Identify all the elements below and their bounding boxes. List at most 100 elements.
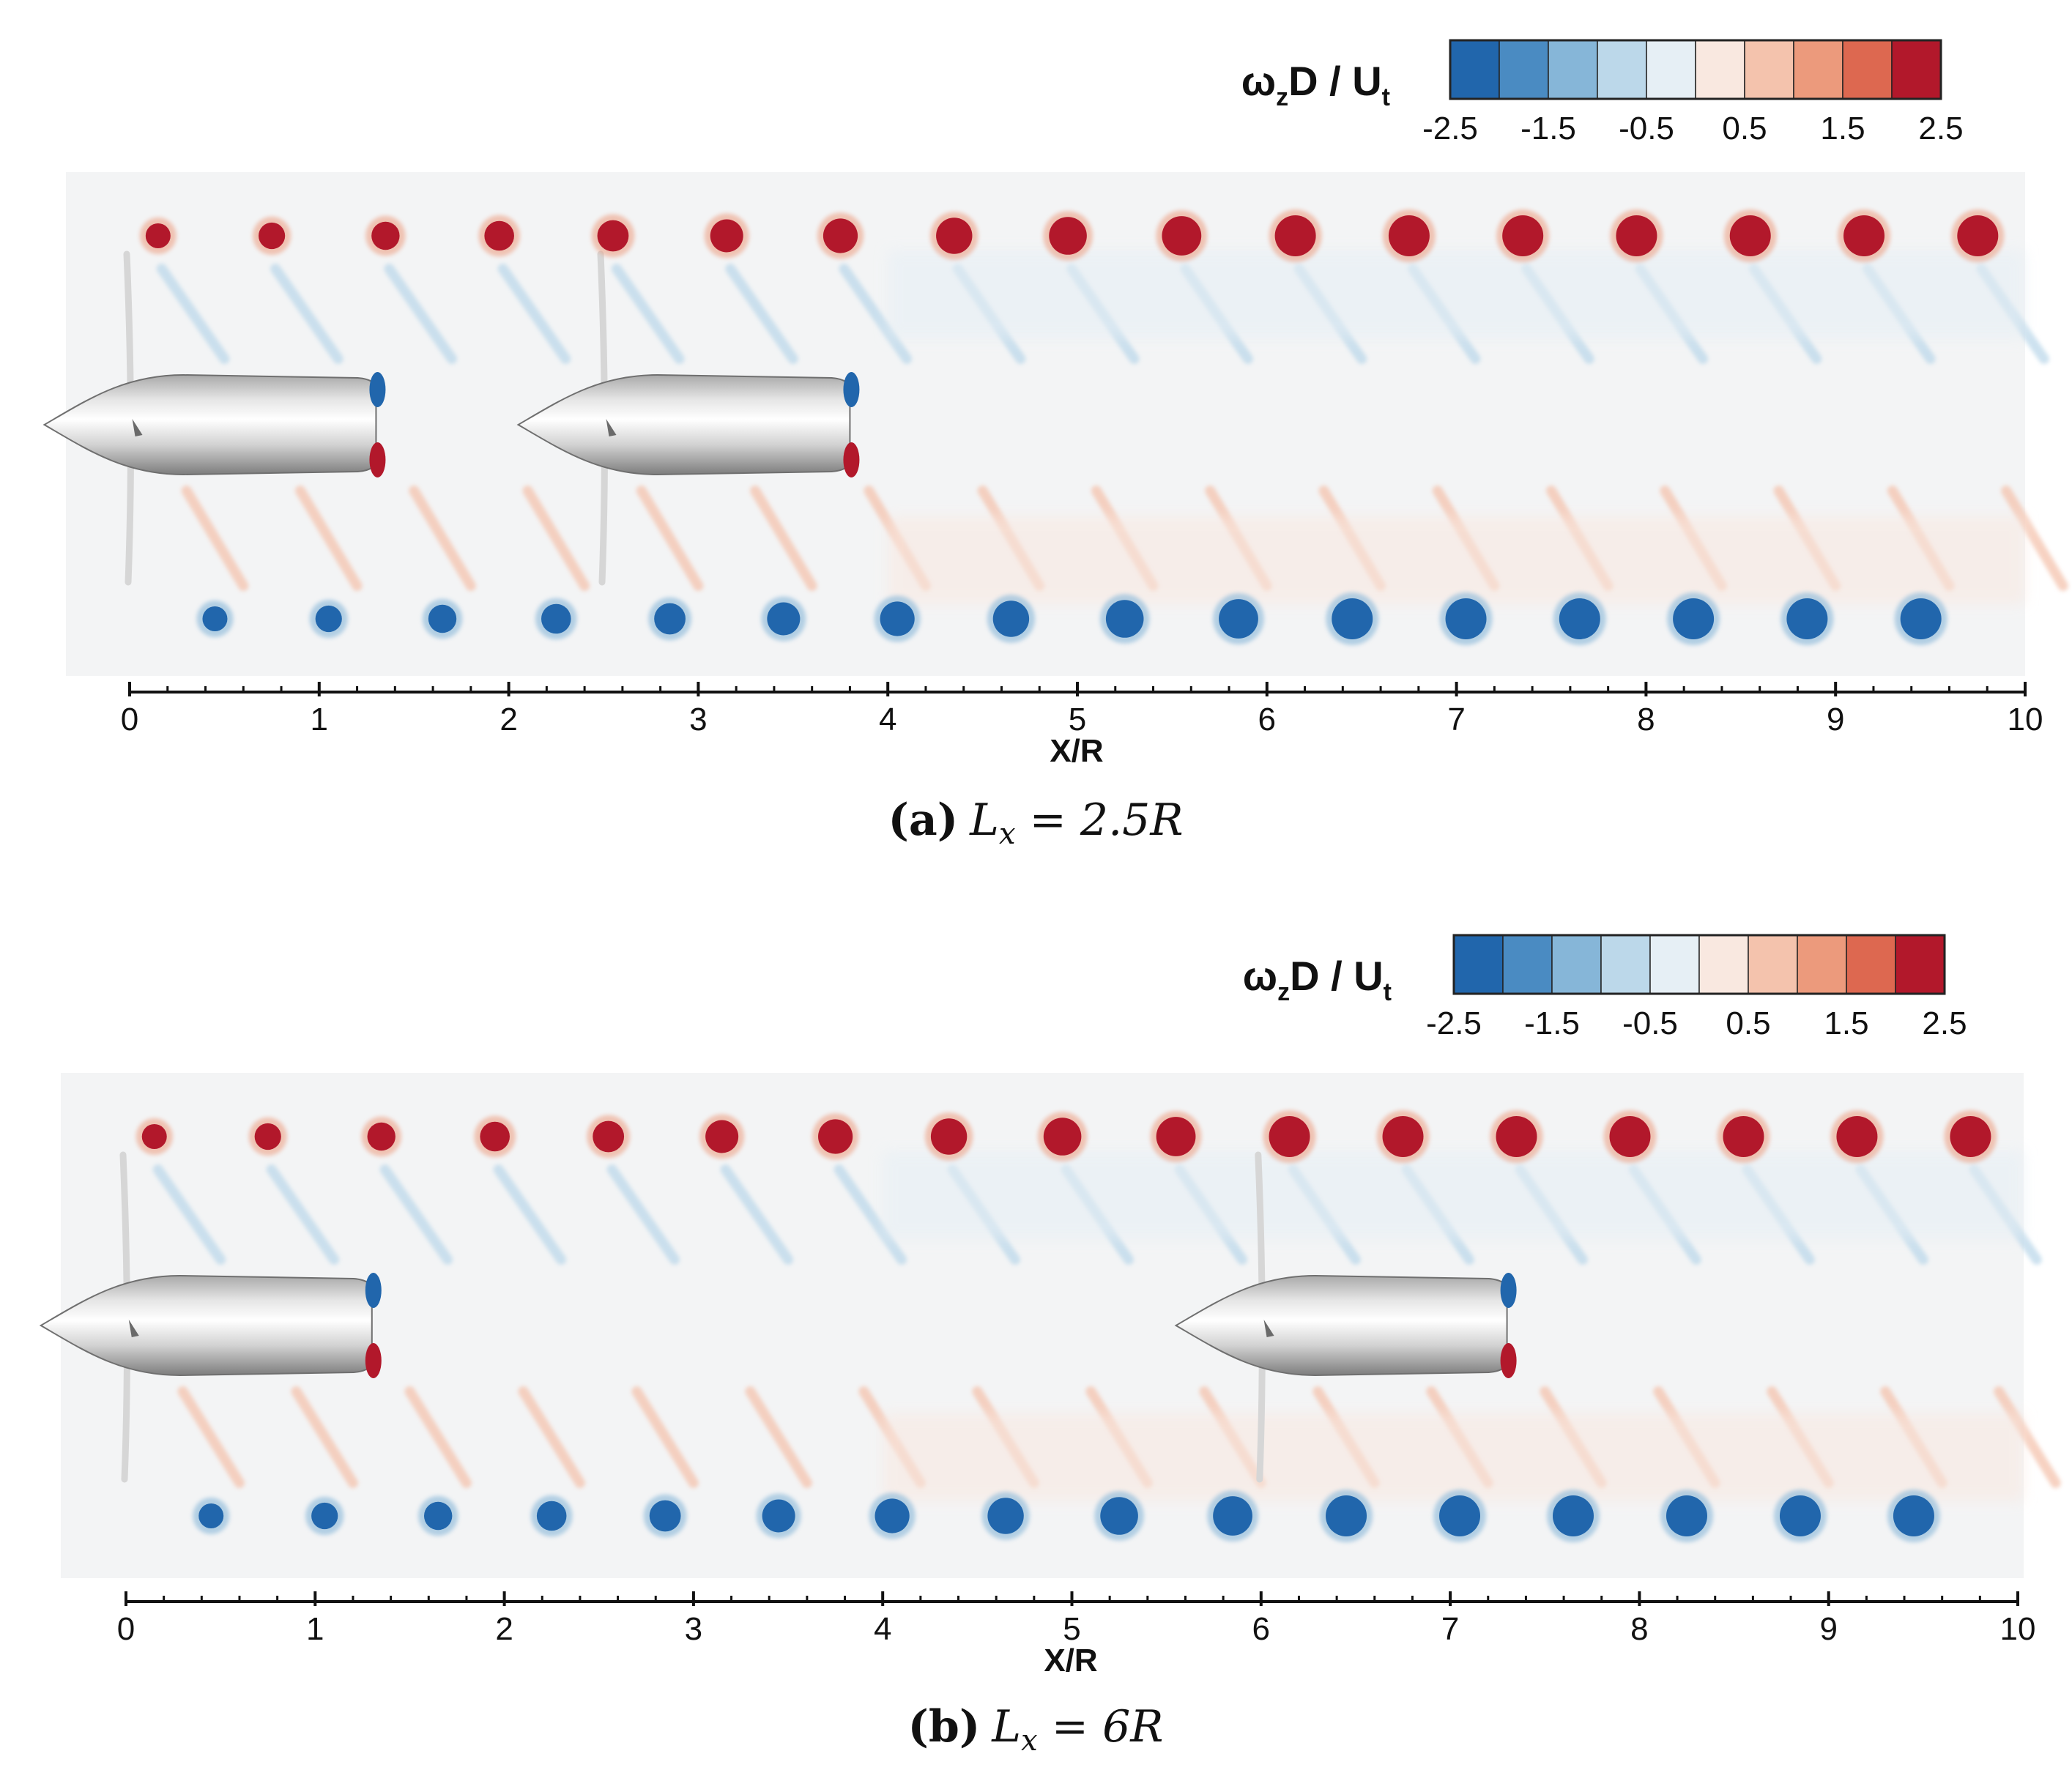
wake-smear-upper [152,1164,226,1265]
colorbar-tick-label: -1.5 [1524,1005,1580,1041]
tip-vortex-bottom [1666,1495,1707,1536]
nacelle-edge-vortex-positive [1500,1343,1517,1378]
wake-smear-upper [839,264,913,364]
x-axis-label-a: X/R [1050,733,1103,769]
tip-vortex-top [1049,217,1087,255]
wake-smear-lower [636,486,704,591]
wake-smear-lower [745,1386,812,1488]
tip-vortex-bottom [762,1499,795,1533]
wake-smear-lower [291,1386,358,1488]
tip-vortex-bottom [875,1498,910,1533]
colorbar-title-b: ωzD / Ut [1243,953,1392,1006]
wake-smear-upper [270,264,344,364]
colorbar-tick-label: -1.5 [1520,111,1576,146]
tip-vortex-bottom [1786,598,1828,639]
wake-smear-upper [833,1164,907,1265]
colorbar-tick-labels-b: -2.5 -1.5 -0.5 0.5 1.5 2.5 [1426,1005,1967,1041]
x-tick-label: 2 [495,1611,513,1647]
tip-vortex-top [1162,216,1202,256]
colorbar-swatch [1499,40,1549,100]
colorbar-swatch [1895,934,1945,994]
colorbar-swatch [1744,40,1794,100]
colorbar-tick-label: -2.5 [1422,111,1478,146]
tip-vortex-top [936,217,973,254]
colorbar-swatch [1453,934,1504,994]
wake-smear-lower [2001,486,2068,591]
x-tick-label: 9 [1827,702,1844,737]
x-ticks-b: 0 1 2 3 4 5 6 7 8 9 10 [117,1591,2035,1647]
x-tick-label: 10 [2008,702,2043,737]
tip-vortex-bottom [1893,1495,1934,1536]
nacelle-edge-vortex-positive [843,442,860,477]
tip-vortex-bottom [1439,1495,1481,1536]
tip-vortex-top [593,1120,625,1153]
wake-haze-upper [883,1151,2024,1239]
wake-smear-upper [384,264,457,364]
plot-area-b [39,1073,2061,1578]
tip-vortices-bottom-a [196,592,1947,645]
tip-vortex-bottom [1559,598,1600,639]
x-axis-b: 0 1 2 3 4 5 6 7 8 9 10 X/R [117,1591,2035,1678]
tip-vortex-top [1843,215,1885,256]
tip-vortex-top [367,1122,396,1151]
tip-vortex-bottom [202,606,228,631]
tip-vortex-top [1496,1116,1537,1157]
nacelles-b [39,1273,1517,1378]
x-ticks-a: 0 1 2 3 4 5 6 7 8 9 10 [121,682,2043,737]
x-tick-label: 3 [689,702,707,737]
wake-smear-upper [156,264,230,364]
wake-smear-lower [750,486,817,591]
nacelle-edge-vortex-negative [1500,1273,1517,1308]
x-tick-label: 0 [121,702,138,737]
tip-vortex-top [254,1123,281,1150]
x-tick-label: 0 [117,1611,135,1647]
wake-haze-upper [888,250,2025,338]
tip-vortex-top [480,1121,510,1152]
nacelle-body [1174,1274,1508,1377]
wake-smears-b [152,1151,2061,1501]
tip-vortices-bottom-b [193,1490,1940,1542]
tip-vortex-bottom [198,1503,224,1528]
tip-vortex-top [1156,1117,1196,1156]
tip-vortex-bottom [1332,598,1373,639]
wake-smear-lower [404,1386,472,1488]
tip-vortices-top-a [139,209,2005,262]
x-tick-label: 5 [1069,702,1086,737]
colorbar-swatch [1551,934,1602,994]
colorbar-tick-label: -2.5 [1426,1005,1482,1041]
colorbar-swatch [1842,40,1893,100]
colorbar-swatches-a [1449,40,1942,100]
tip-vortex-bottom [1213,1496,1252,1536]
tip-vortex-top [1836,1116,1878,1157]
colorbar-swatch [1891,40,1942,100]
tip-vortex-bottom [1219,599,1258,639]
tip-vortex-bottom [1552,1495,1594,1536]
tip-vortex-bottom [654,603,686,635]
tip-vortex-bottom [311,1502,338,1530]
tip-vortex-bottom [536,1501,567,1531]
tip-vortex-bottom [1105,600,1144,638]
tip-vortex-bottom [1100,1497,1138,1535]
nacelle-blade-root [128,1320,139,1337]
tip-vortex-top [1382,1116,1424,1157]
colorbar-tick-label: -0.5 [1619,111,1674,146]
tip-vortices-top-b [135,1110,1997,1163]
x-tick-label: 1 [311,702,328,737]
colorbar-b: ωzD / Ut -2.5 -1.5 -0.5 0.5 1.5 2.5 [1243,934,1967,1041]
wake-smear-upper [379,1164,453,1265]
wake-smear-lower [522,486,590,591]
colorbar-swatch [1695,40,1745,100]
wake-smear-upper [493,1164,567,1265]
x-tick-label: 7 [1441,1611,1459,1647]
wake-smear-lower [177,1386,245,1488]
tip-vortex-top [1274,215,1316,256]
nacelle-edge-vortex-negative [843,372,860,407]
x-tick-label: 6 [1252,1611,1270,1647]
colorbar-swatch [1646,40,1696,100]
tip-vortex-top [484,220,514,251]
tip-vortex-bottom [1900,598,1942,639]
colorbar-swatch [1793,40,1843,100]
tip-vortex-top [818,1119,853,1154]
colorbar-tick-labels-a: -2.5 -1.5 -0.5 0.5 1.5 2.5 [1422,111,1964,146]
wake-smear-lower [409,486,476,591]
